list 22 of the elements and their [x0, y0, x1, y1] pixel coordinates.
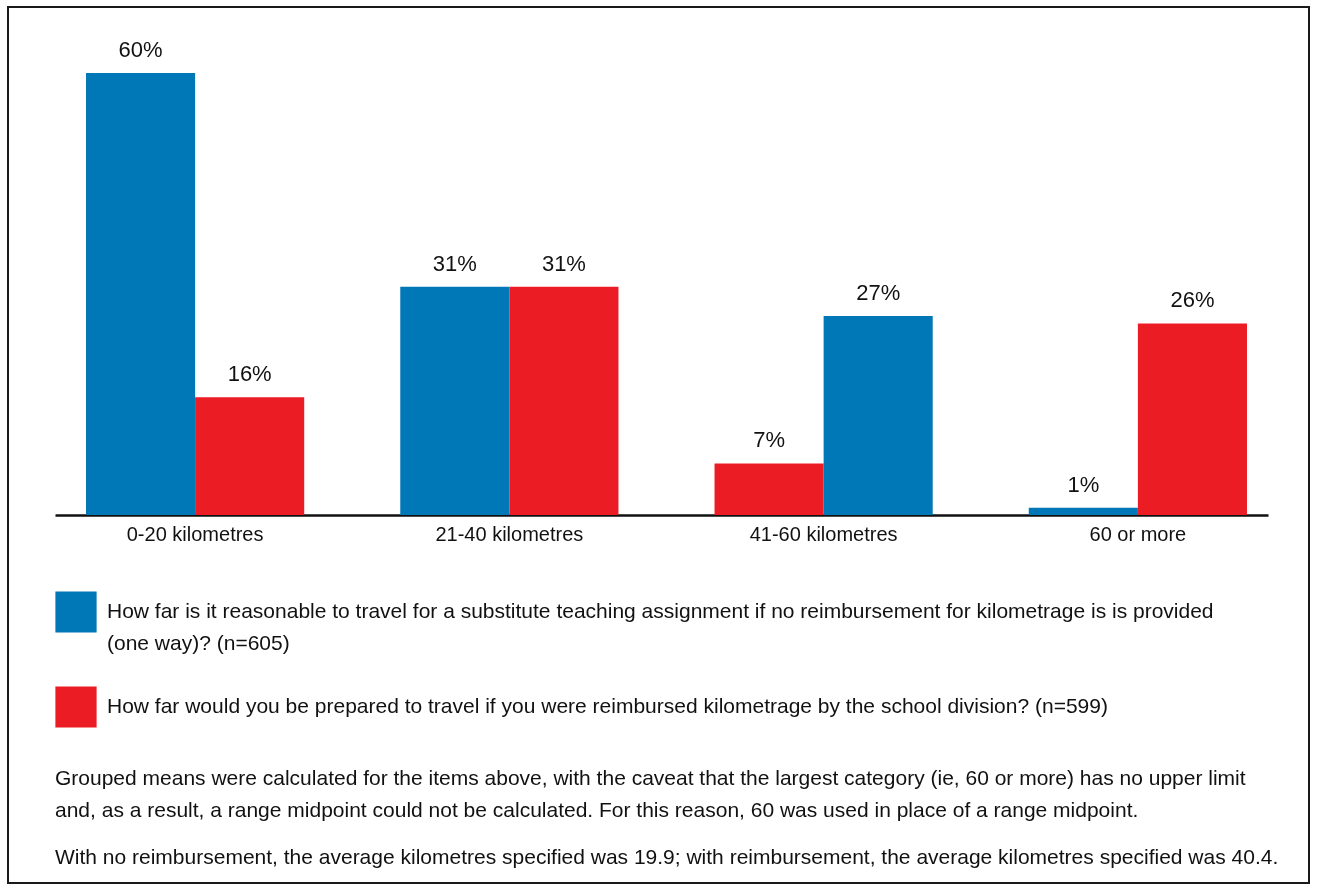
text: With no reimbursement, the average kilometres specified was 19.9; with reimbursement, the average kilometres specified was 40.4. [55, 844, 1280, 870]
x-tick-label: 0-20 kilometres [126, 522, 264, 545]
data-label: 31% [541, 250, 586, 276]
bar [1137, 323, 1247, 515]
data-label: 26% [1170, 287, 1215, 313]
data-label: 60% [118, 37, 163, 62]
bar [1028, 507, 1138, 515]
legend-label: How far would you be prepared to travel if you were reimbursed kilometrage by the school division? (n=599) [107, 694, 1108, 717]
bar [509, 286, 619, 515]
data-label: 31% [432, 250, 477, 276]
data-label: 7% [753, 427, 785, 453]
data-label: 1% [1067, 471, 1100, 497]
data-label: 27% [856, 280, 901, 306]
bar [86, 73, 196, 515]
bar [400, 286, 510, 515]
bar [195, 397, 305, 515]
x-tick-label: 41-60 kilometres [749, 522, 898, 545]
data-label: 16% [227, 361, 272, 387]
legend-label: How far is it reasonable to travel for a substitute teaching assignment if no reimbursement for kilometrage is is provided (one way)? (n=605) [107, 599, 1214, 654]
x-tick-label: 21-40 kilometres [435, 522, 584, 545]
text: Grouped means were calculated for the items above, with the caveat that the largest category (ie, 60 or more) has no upper limit and, as a result, a range midpoint could not be calculated. For this reason, 60 was used in place of a range midpoint. [55, 765, 1247, 823]
x-tick-label: 60 or more [1089, 522, 1187, 545]
